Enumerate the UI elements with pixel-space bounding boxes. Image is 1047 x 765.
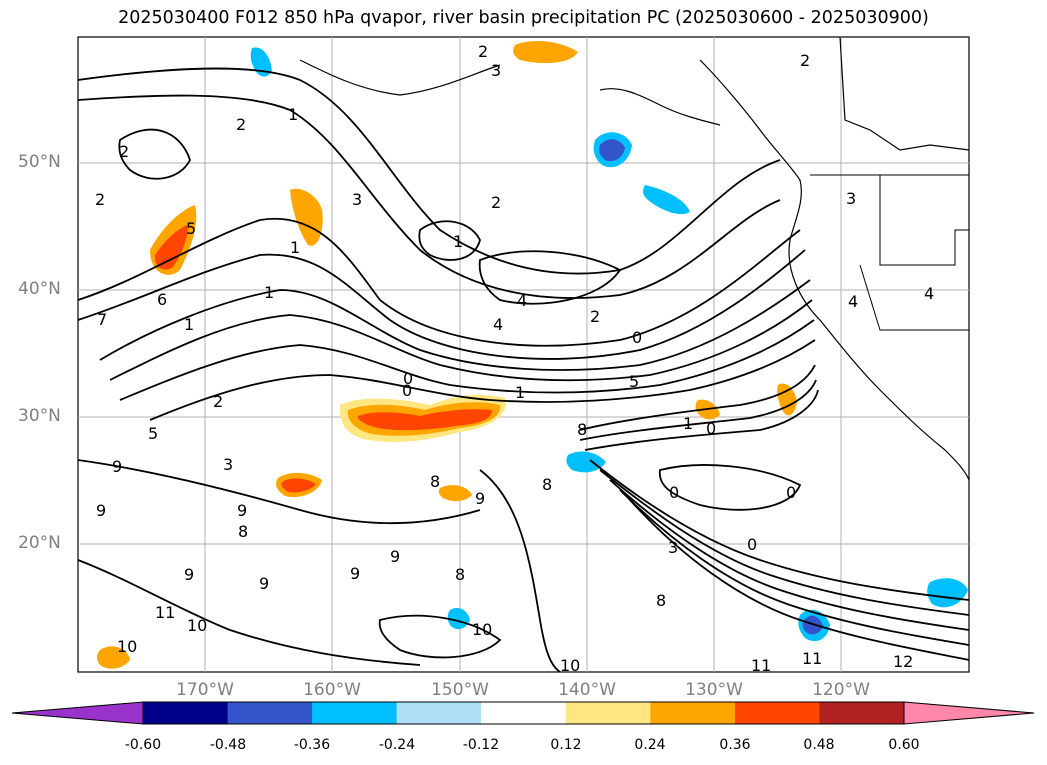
contour-label: 0	[402, 381, 412, 400]
contour-label: 8	[542, 475, 552, 494]
contour-label: 2	[213, 392, 223, 411]
contour-label: 8	[656, 591, 666, 610]
map-title: 2025030400 F012 850 hPa qvapor, river ba…	[118, 8, 929, 28]
colorbar-segment	[227, 702, 313, 724]
colorbar-tick: 0.36	[719, 737, 751, 753]
contour-label: 11	[751, 656, 771, 675]
lon-label-150w: 150°W	[431, 680, 489, 700]
colorbar-tick: -0.60	[124, 737, 162, 753]
contour-label: 3	[491, 61, 501, 80]
lat-label-40n: 40°N	[18, 279, 61, 299]
contour-label: 3	[668, 538, 678, 557]
lon-label-130w: 130°W	[685, 680, 743, 700]
contour-label: 2	[590, 307, 600, 326]
colorbar-segment	[734, 702, 820, 724]
contour-label: 9	[184, 565, 194, 584]
colorbar-segment	[650, 702, 736, 724]
colorbar-segment	[396, 702, 482, 724]
contour-label: 4	[924, 284, 934, 303]
contour-label: 3	[846, 189, 856, 208]
lon-label-120w: 120°W	[812, 680, 870, 700]
colorbar-tick: -0.24	[378, 737, 416, 753]
colorbar-tick: -0.48	[209, 737, 247, 753]
contour-label: 12	[893, 652, 913, 671]
contour-label: 0	[747, 535, 757, 554]
contour-label: 10	[187, 616, 207, 635]
contour-label: 3	[352, 190, 362, 209]
colorbar-tick: 0.12	[550, 737, 582, 753]
contour-label: 2	[119, 142, 129, 161]
colorbar	[11, 701, 1035, 725]
lat-label-50n: 50°N	[18, 152, 61, 172]
contour-label: 9	[259, 574, 269, 593]
contour-label: 0	[786, 483, 796, 502]
contour-label: 4	[517, 291, 527, 310]
contour-label: 1	[288, 105, 298, 124]
lon-label-160w: 160°W	[303, 680, 361, 700]
colorbar-segment	[481, 702, 567, 724]
contour-label: 10	[472, 620, 492, 639]
contour-label: 1	[453, 232, 463, 251]
colorbar-segment	[565, 702, 651, 724]
colorbar-extend-left	[11, 701, 144, 725]
contour-label: 8	[577, 420, 587, 439]
contour-label-group: 2 3 2 2 1 2 3 2 1 2 4 4 2 0 1 1 5 6 7 5 …	[95, 42, 934, 675]
contour-label: 9	[237, 501, 247, 520]
contour-label: 5	[186, 219, 196, 238]
contour-label: 2	[478, 42, 488, 61]
contour-label: 0	[632, 328, 642, 347]
colorbar-segment	[819, 702, 905, 724]
lon-label-170w: 170°W	[176, 680, 234, 700]
contour-label: 5	[148, 424, 158, 443]
map-frame	[77, 36, 970, 673]
contour-label: 1	[184, 315, 194, 334]
contour-label: 8	[238, 522, 248, 541]
contour-label: 9	[475, 489, 485, 508]
colorbar-extend-right	[903, 701, 1035, 725]
contour-label: 9	[350, 564, 360, 583]
contour-label: 1	[264, 283, 274, 302]
contour-label: 9	[112, 457, 122, 476]
contour-label: 9	[390, 547, 400, 566]
contour-label: 3	[223, 455, 233, 474]
contour-label: 8	[430, 472, 440, 491]
lat-label-20n: 20°N	[18, 533, 61, 553]
contour-label: 9	[96, 501, 106, 520]
contour-label: 10	[117, 637, 137, 656]
lon-label-140w: 140°W	[558, 680, 616, 700]
contour-label: 0	[403, 369, 413, 388]
contour-label: 5	[629, 372, 639, 391]
contour-label: 4	[848, 292, 858, 311]
contour-label: 1	[290, 238, 300, 257]
colorbar-tick: 0.24	[634, 737, 666, 753]
qvapor-contours	[77, 67, 970, 673]
contour-label: 11	[802, 649, 822, 668]
contour-label: 2	[800, 51, 810, 70]
contour-label: 2	[95, 190, 105, 209]
contour-label: 4	[493, 315, 503, 334]
lat-label-30n: 30°N	[18, 406, 61, 426]
contour-label: 8	[455, 565, 465, 584]
contour-label: 2	[236, 115, 246, 134]
contour-label: 6	[157, 290, 167, 309]
contour-label: 10	[560, 656, 580, 675]
contour-label: 7	[97, 310, 107, 329]
colorbar-tick: 0.48	[803, 737, 835, 753]
coastline	[299, 36, 970, 481]
colorbar-tick: -0.12	[462, 737, 500, 753]
contour-label: 11	[155, 603, 175, 622]
pc-shading	[97, 40, 968, 669]
contour-label: 0	[669, 483, 679, 502]
colorbar-tick: -0.36	[293, 737, 331, 753]
contour-label: 1	[683, 414, 693, 433]
colorbar-segment	[312, 702, 398, 724]
contour-label: 2	[491, 193, 501, 212]
colorbar-tick: 0.60	[888, 737, 920, 753]
contour-label: 0	[706, 419, 716, 438]
colorbar-segment	[143, 702, 228, 724]
contour-label: 1	[515, 383, 525, 402]
